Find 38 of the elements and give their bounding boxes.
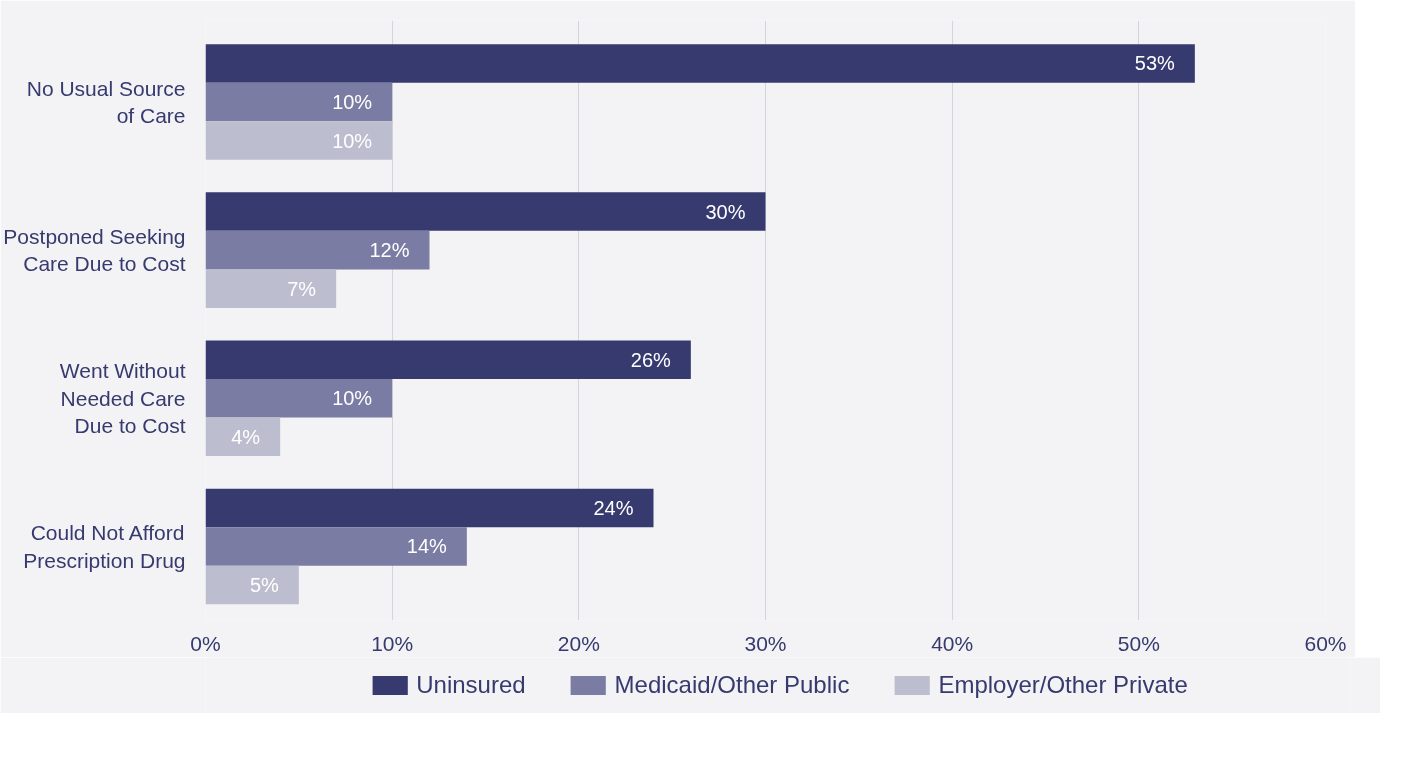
x-tick-label: 60% [1304, 631, 1347, 655]
bar [205, 82, 393, 122]
x-tick-label: 50% [1117, 631, 1160, 655]
data-label: 10% [332, 387, 373, 410]
data-label: 24% [593, 496, 634, 519]
bar [205, 565, 299, 605]
data-label: 12% [369, 239, 410, 262]
x-tick-label: 10% [371, 631, 414, 655]
data-label: 30% [705, 200, 746, 223]
bar [205, 44, 1195, 83]
bar [205, 230, 430, 270]
data-label: 26% [630, 348, 672, 371]
bar [205, 417, 281, 457]
y-tick-label: No Usual Source of Care [26, 76, 186, 128]
x-tick-label: 0% [190, 631, 221, 655]
x-tick-label: 30% [744, 631, 787, 655]
data-label: 5% [249, 573, 280, 596]
data-label: 10% [332, 129, 373, 152]
legend-label: Uninsured [416, 671, 526, 699]
x-tick-label: 20% [557, 631, 600, 655]
y-tick-label: Postponed Seeking Care Due to Cost [3, 224, 186, 276]
bar [205, 269, 337, 308]
y-tick-label: Could Not Afford Prescription Drug [23, 521, 186, 572]
legend-label: Employer/Other Private [938, 671, 1188, 699]
data-label: 53% [1134, 52, 1176, 75]
y-tick-label: Went Without Needed Care Due to Cost [59, 359, 186, 438]
data-label: 7% [287, 277, 317, 300]
data-label: 4% [231, 425, 261, 448]
bar [205, 527, 467, 566]
data-label: 10% [332, 90, 373, 113]
bar [205, 340, 691, 380]
x-tick-label: 40% [931, 631, 974, 655]
bar [205, 192, 766, 231]
data-label: 14% [406, 535, 448, 558]
bar [205, 121, 393, 160]
bar [205, 379, 393, 418]
bar [205, 488, 654, 528]
legend-label: Medicaid/Other Public [614, 671, 850, 699]
